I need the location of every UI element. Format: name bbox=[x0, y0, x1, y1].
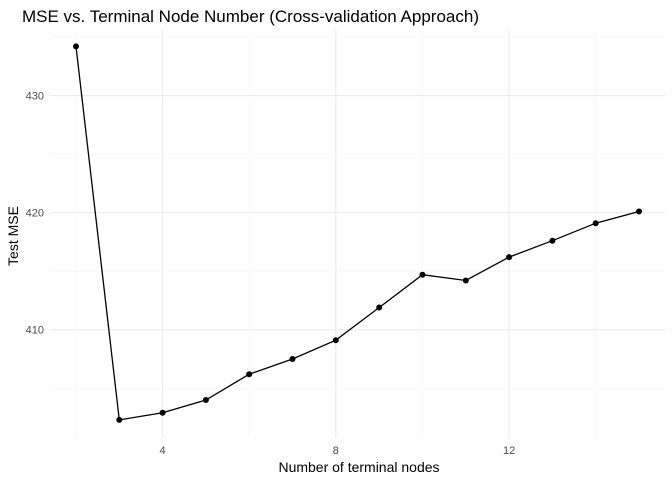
data-point bbox=[202, 397, 209, 403]
data-point bbox=[289, 356, 296, 362]
data-point bbox=[506, 254, 513, 261]
data-point bbox=[419, 271, 426, 278]
data-point bbox=[116, 416, 123, 423]
series-line bbox=[75, 46, 640, 421]
data-point bbox=[332, 337, 339, 344]
data-point bbox=[549, 237, 556, 244]
data-point bbox=[246, 371, 253, 378]
x-tick-label: 12 bbox=[503, 445, 515, 457]
data-point bbox=[159, 409, 166, 416]
grid bbox=[50, 30, 665, 438]
x-tick-label: 4 bbox=[160, 445, 166, 457]
x-tick-label: 8 bbox=[333, 445, 339, 457]
data-point bbox=[376, 304, 383, 311]
y-axis-tick-labels: 410 420 430 bbox=[26, 91, 44, 337]
x-axis-title: Number of terminal nodes bbox=[278, 459, 439, 475]
y-axis-title: Test MSE bbox=[5, 206, 21, 266]
x-axis-tick-labels: 4 8 12 bbox=[160, 445, 516, 457]
chart-title: MSE vs. Terminal Node Number (Cross-vali… bbox=[22, 7, 479, 26]
data-point bbox=[592, 220, 599, 227]
data-point bbox=[462, 277, 469, 284]
data-point bbox=[636, 208, 642, 215]
y-tick-label: 410 bbox=[26, 325, 44, 337]
y-tick-label: 420 bbox=[26, 208, 44, 220]
data-points bbox=[73, 43, 642, 423]
data-point bbox=[73, 43, 79, 50]
y-tick-label: 430 bbox=[26, 91, 44, 103]
